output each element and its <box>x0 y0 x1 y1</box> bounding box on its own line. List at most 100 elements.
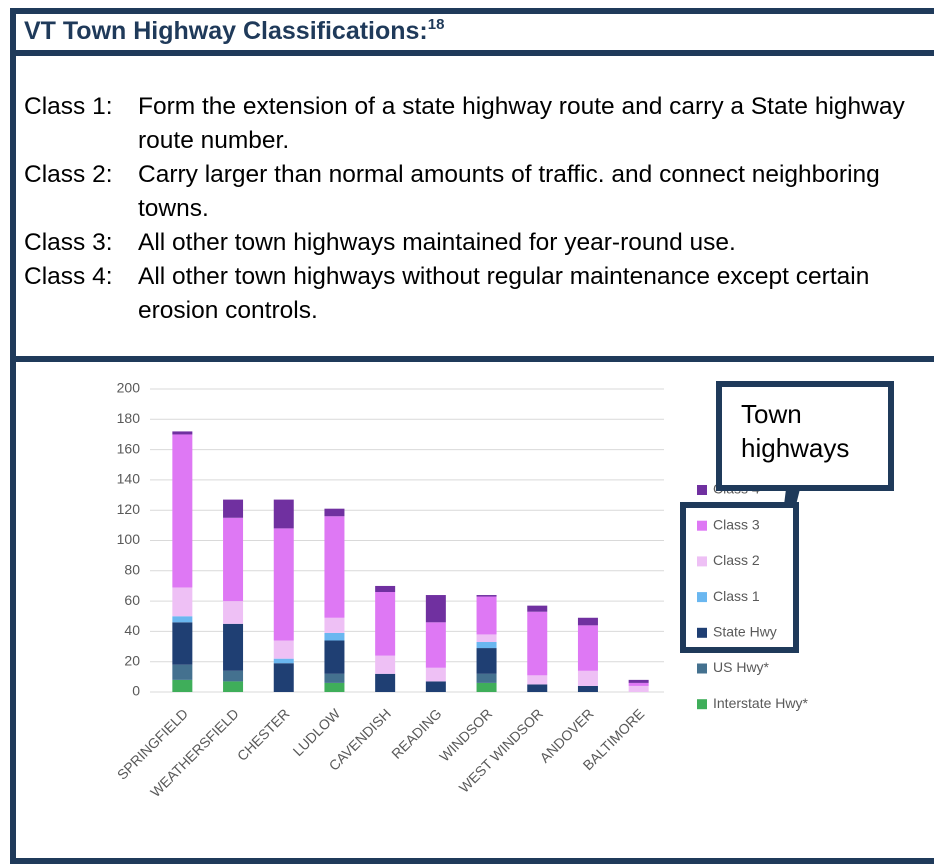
callout-box <box>716 381 894 491</box>
legend-swatch <box>697 485 707 495</box>
header-rule <box>10 50 934 56</box>
y-tick-label: 120 <box>117 501 141 517</box>
legend-swatch <box>697 556 707 567</box>
y-tick-label: 160 <box>117 440 141 456</box>
bar-segment <box>527 675 548 685</box>
class-list: Class 1: Form the extension of a state hi… <box>24 90 924 328</box>
bar-segment <box>324 673 345 683</box>
bar-segment <box>425 681 446 692</box>
bar-segment <box>172 664 193 680</box>
bar-segment <box>172 587 193 617</box>
section-rule <box>10 356 934 362</box>
bar-segment <box>324 516 345 618</box>
y-tick-label: 0 <box>132 683 140 699</box>
bar-segment <box>324 682 345 692</box>
class-label: Class 2: <box>24 161 113 188</box>
bar-segment <box>425 667 446 682</box>
legend-label: Interstate Hwy* <box>713 695 808 711</box>
bar-segment <box>375 585 396 593</box>
class-label: Class 4: <box>24 263 113 290</box>
frame-left <box>10 8 16 864</box>
class-description: All other town highways without regular … <box>138 263 870 324</box>
y-tick-label: 180 <box>117 410 141 426</box>
bar-segment <box>273 663 294 692</box>
bar-segment <box>527 684 548 692</box>
legend-swatch <box>697 699 707 710</box>
bar-segment <box>223 623 244 671</box>
bar-segment <box>375 592 396 656</box>
bar-segment <box>324 617 345 633</box>
legend-highlight <box>680 502 799 653</box>
bar-segment <box>172 622 193 665</box>
legend-label: US Hwy* <box>713 659 770 675</box>
bar-segment <box>476 673 497 683</box>
bar-segment <box>577 617 598 626</box>
bar-segment <box>172 431 193 435</box>
y-tick-label: 60 <box>124 592 140 608</box>
bar-segment <box>628 679 649 683</box>
bar-segment <box>476 682 497 692</box>
bar-segment <box>223 601 244 624</box>
y-tick-label: 20 <box>124 652 140 668</box>
legend-label: Class 2 <box>713 552 760 568</box>
frame-bottom <box>10 858 934 864</box>
legend-label: State Hwy <box>713 624 777 640</box>
bar-segment <box>324 640 345 674</box>
bar-segment <box>527 605 548 612</box>
class-item: Class 3: All other town highways maintain… <box>24 226 924 260</box>
bar-segment <box>476 642 497 649</box>
title: VT Town Highway Classifications:18 <box>24 16 444 46</box>
bar-segment <box>223 499 244 518</box>
bar-segment <box>577 685 598 692</box>
class-item: Class 4: All other town highways without … <box>24 260 924 328</box>
class-description: Carry larger than normal amounts of traf… <box>138 161 880 222</box>
bar-segment <box>425 595 446 623</box>
y-tick-label: 40 <box>124 622 140 638</box>
x-tick-label: LUDLOW <box>290 705 344 759</box>
legend-swatch <box>697 520 707 531</box>
bar-segment <box>577 670 598 686</box>
bar-segment <box>273 528 294 641</box>
bar-segment <box>476 648 497 674</box>
class-label: Class 1: <box>24 93 113 120</box>
legend-swatch <box>697 663 707 674</box>
legend-label: Class 3 <box>713 516 760 532</box>
bar-segment <box>577 625 598 671</box>
x-tick-label: WEATHERSFIELD <box>147 705 242 800</box>
bar-segment <box>375 655 396 674</box>
y-tick-label: 140 <box>117 471 141 487</box>
bar-segment <box>223 681 244 692</box>
bar-segment <box>628 685 649 692</box>
bar-segment <box>425 622 446 668</box>
bar-segment <box>223 670 244 682</box>
bar-segment <box>172 616 193 623</box>
callout-text: Town highways <box>741 399 850 463</box>
legend-swatch <box>697 627 707 638</box>
class-item: Class 1: Form the extension of a state hi… <box>24 90 924 158</box>
bar-segment <box>628 682 649 686</box>
bar-segment <box>375 673 396 692</box>
class-description: Form the extension of a state highway ro… <box>138 93 905 154</box>
class-label: Class 3: <box>24 229 113 256</box>
bar-segment <box>476 634 497 643</box>
legend-label: Class 1 <box>713 588 760 604</box>
legend-swatch <box>697 592 707 603</box>
callout-tail <box>784 489 800 505</box>
bar-segment <box>223 517 244 602</box>
bar-segment <box>324 632 345 641</box>
bar-segment <box>172 434 193 588</box>
bar-segment <box>273 640 294 659</box>
x-tick-label: CHESTER <box>234 705 293 764</box>
bar-segment <box>324 508 345 517</box>
bar-segment <box>476 595 497 597</box>
bar-segment <box>273 499 294 529</box>
y-tick-label: 200 <box>117 380 141 396</box>
bar-segment <box>273 658 294 664</box>
y-tick-label: 100 <box>117 531 141 547</box>
bar-segment <box>476 596 497 635</box>
bar-segment <box>172 679 193 692</box>
title-text: VT Town Highway Classifications: <box>24 17 428 45</box>
class-description: All other town highways maintained for y… <box>138 229 736 256</box>
